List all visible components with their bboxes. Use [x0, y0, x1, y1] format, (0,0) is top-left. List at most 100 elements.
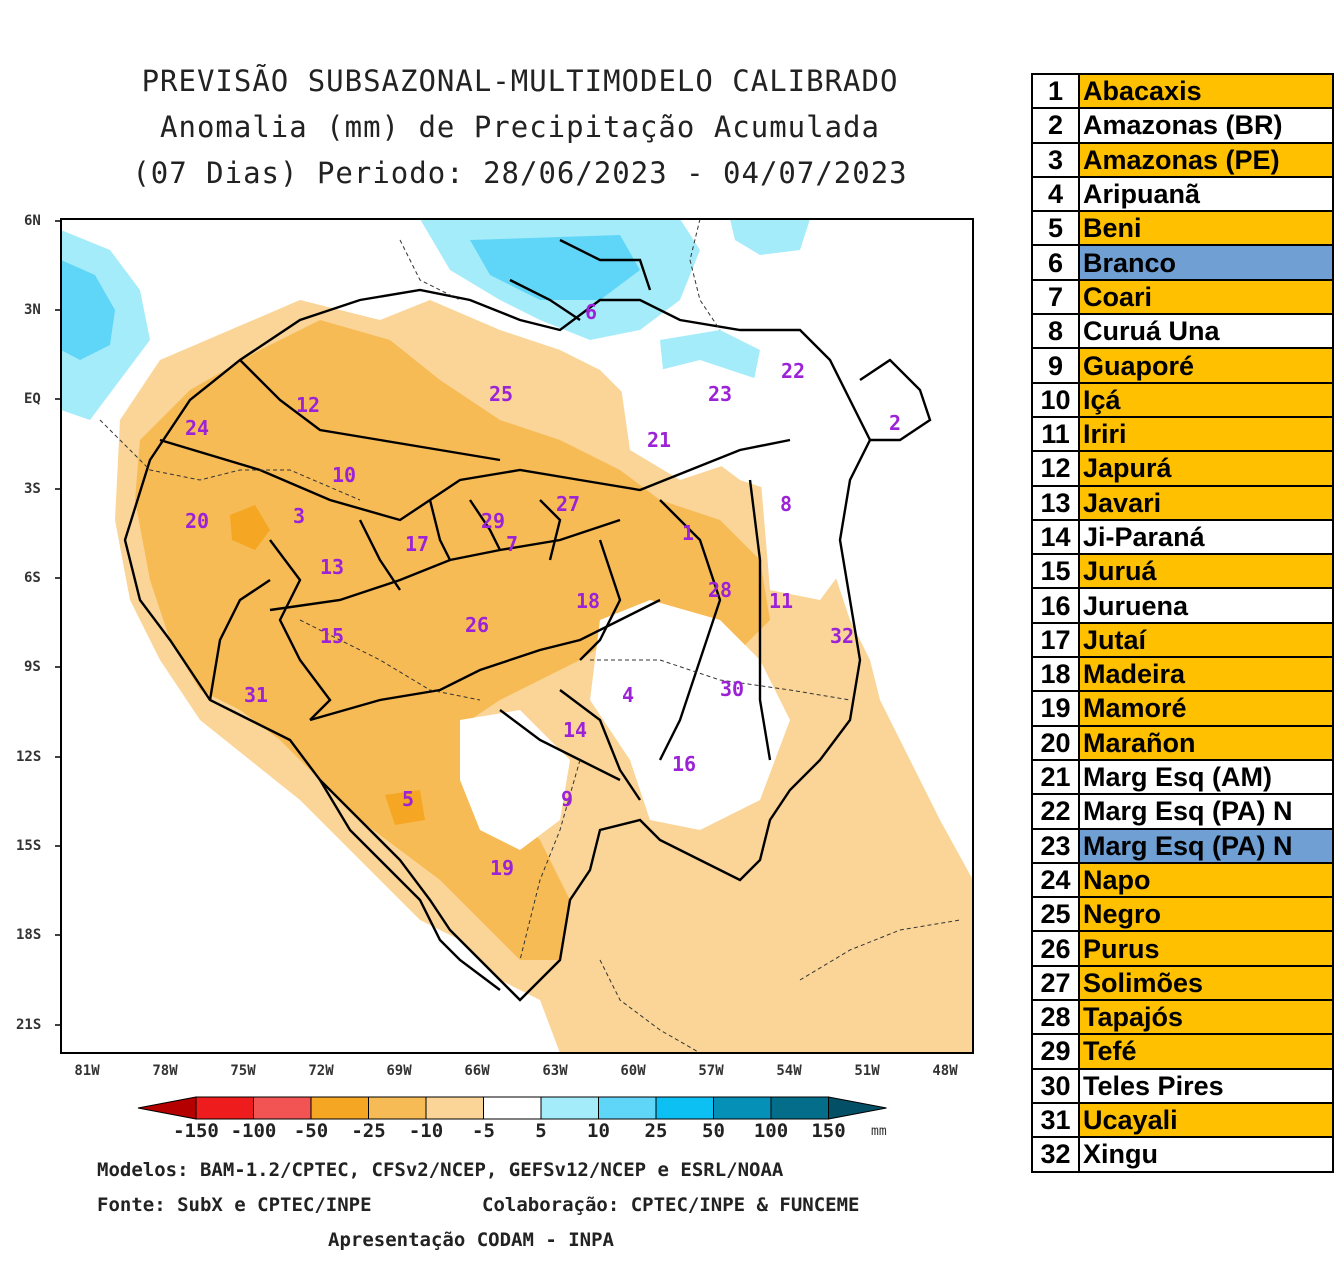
legend-basin-name: Beni [1078, 210, 1334, 247]
basin-label-5: 5 [402, 787, 414, 811]
legend-row: 23 Marg Esq (PA) N [1030, 827, 1334, 864]
legend-basin-number: 12 [1030, 450, 1081, 487]
colorbar-swatch [195, 1096, 254, 1120]
legend-basin-number: 14 [1030, 518, 1081, 556]
colorbar-unit: mm [871, 1124, 887, 1139]
legend-basin-name: Marañon [1078, 724, 1334, 761]
basin-label-10: 10 [332, 463, 356, 487]
lon-label: 54W [776, 1063, 802, 1079]
basin-label-30: 30 [720, 677, 744, 701]
lat-ticks [55, 220, 61, 1026]
lat-label: 21S [16, 1017, 41, 1033]
legend-row: 9 Guaporé [1030, 347, 1334, 384]
legend-row: 28 Tapajós [1030, 999, 1334, 1036]
legend-row: 27 Solimões [1030, 964, 1334, 1002]
legend-basin-number: 18 [1030, 656, 1081, 693]
colorbar-swatch [598, 1096, 657, 1120]
legend-basin-name: Marg Esq (PA) N [1078, 793, 1334, 830]
basin-label-14: 14 [563, 718, 587, 742]
legend-basin-number: 26 [1030, 930, 1081, 967]
basin-label-8: 8 [780, 492, 792, 516]
legend-basin-number: 6 [1030, 244, 1081, 281]
legend-row: 14 Ji-Paraná [1030, 518, 1334, 556]
colorbar-swatch [483, 1096, 542, 1120]
near-normal-zone [760, 470, 850, 600]
legend-row: 4 Aripuanã [1030, 175, 1334, 213]
legend-basin-number: 21 [1030, 758, 1081, 796]
legend-row: 16 Juruena [1030, 587, 1334, 624]
legend-row: 19 Mamoré [1030, 690, 1334, 727]
colorbar-tick-label: 50 [702, 1120, 725, 1142]
legend-basin-number: 16 [1030, 587, 1081, 624]
wet-anomaly-core [470, 235, 640, 300]
legend-row: 10 Içá [1030, 381, 1334, 418]
legend-basin-number: 2 [1030, 107, 1081, 144]
legend-row: 30 Teles Pires [1030, 1067, 1334, 1104]
lon-label: 75W [230, 1063, 256, 1079]
legend-basin-number: 13 [1030, 484, 1081, 521]
basin-label-31: 31 [244, 683, 268, 707]
basin-label-11: 11 [769, 589, 793, 613]
lon-label: 72W [308, 1063, 334, 1079]
lon-label: 57W [698, 1063, 724, 1079]
map-area [60, 218, 974, 1054]
lon-label: 78W [152, 1063, 178, 1079]
legend-basin-number: 3 [1030, 141, 1081, 178]
basin-label-9: 9 [561, 787, 573, 811]
legend-basin-number: 15 [1030, 553, 1081, 590]
legend-basin-number: 9 [1030, 347, 1081, 384]
legend-row: 18 Madeira [1030, 656, 1334, 693]
legend-basin-name: Mamoré [1078, 690, 1334, 727]
legend-basin-name: Tapajós [1078, 999, 1334, 1036]
legend-row: 32 Xingu [1030, 1136, 1334, 1173]
legend-basin-name: Iriri [1078, 415, 1334, 453]
legend-basin-name: Coari [1078, 278, 1334, 316]
legend-row: 21 Marg Esq (AM) [1030, 758, 1334, 796]
legend-basin-name: Amazonas (BR) [1078, 107, 1334, 144]
wet-anomaly-core [61, 260, 115, 360]
lon-label: 51W [854, 1063, 880, 1079]
lon-label: 48W [932, 1063, 958, 1079]
legend-basin-name: Juruena [1078, 587, 1334, 624]
legend-basin-name: Içá [1078, 381, 1334, 418]
colorbar-tick-label: -10 [409, 1120, 443, 1142]
legend-row: 20 Marañon [1030, 724, 1334, 761]
legend-basin-name: Ji-Paraná [1078, 518, 1334, 556]
lon-label: 60W [620, 1063, 646, 1079]
legend-basin-name: Japurá [1078, 450, 1334, 487]
colorbar-arrow-high [828, 1096, 887, 1120]
basin-number-labels: 1 2 3 4 5 6 7 8 9 10 11 12 13 14 15 16 1… [185, 300, 901, 880]
legend-basin-number: 5 [1030, 210, 1081, 247]
colorbar-swatch [253, 1096, 312, 1120]
legend-basin-name: Ucayali [1078, 1101, 1334, 1139]
legend-basin-number: 25 [1030, 896, 1081, 933]
legend-basin-name: Guaporé [1078, 347, 1334, 384]
legend-row: 13 Javari [1030, 484, 1334, 521]
basin-boundaries [123, 238, 932, 1002]
wet-anomaly-field [730, 219, 810, 255]
basin-label-25: 25 [489, 382, 513, 406]
basin-label-3: 3 [293, 504, 305, 528]
colorbar-tick-label: 5 [535, 1120, 546, 1142]
legend-basin-name: Jutaí [1078, 621, 1334, 659]
lat-label: EQ [24, 391, 41, 407]
legend-basin-name: Teles Pires [1078, 1067, 1334, 1104]
legend-basin-number: 19 [1030, 690, 1081, 727]
legend-basin-name: Solimões [1078, 964, 1334, 1002]
legend-basin-number: 11 [1030, 415, 1081, 453]
map-title-line1: PREVISÃO SUBSAZONAL-MULTIMODELO CALIBRAD… [141, 64, 899, 98]
legend-row: 25 Negro [1030, 896, 1334, 933]
strong-dry-anomaly-spot [230, 505, 270, 550]
legend-basin-name: Javari [1078, 484, 1334, 521]
basin-legend-table: 1 Abacaxis 2 Amazonas (BR) 3 Amazonas (PE) 4 Ar… [1030, 72, 1334, 1173]
footer-source: Fonte: SubX e CPTEC/INPE [97, 1194, 372, 1216]
colorbar-tick-label: 100 [754, 1120, 788, 1142]
legend-row: 8 Curuá Una [1030, 313, 1334, 350]
legend-basin-number: 20 [1030, 724, 1081, 761]
colorbar-tick-label: -5 [472, 1120, 495, 1142]
basin-label-18: 18 [576, 589, 600, 613]
legend-basin-number: 22 [1030, 793, 1081, 830]
legend-row: 22 Marg Esq (PA) N [1030, 793, 1334, 830]
legend-row: 2 Amazonas (BR) [1030, 107, 1334, 144]
legend-basin-name: Branco [1078, 244, 1334, 281]
